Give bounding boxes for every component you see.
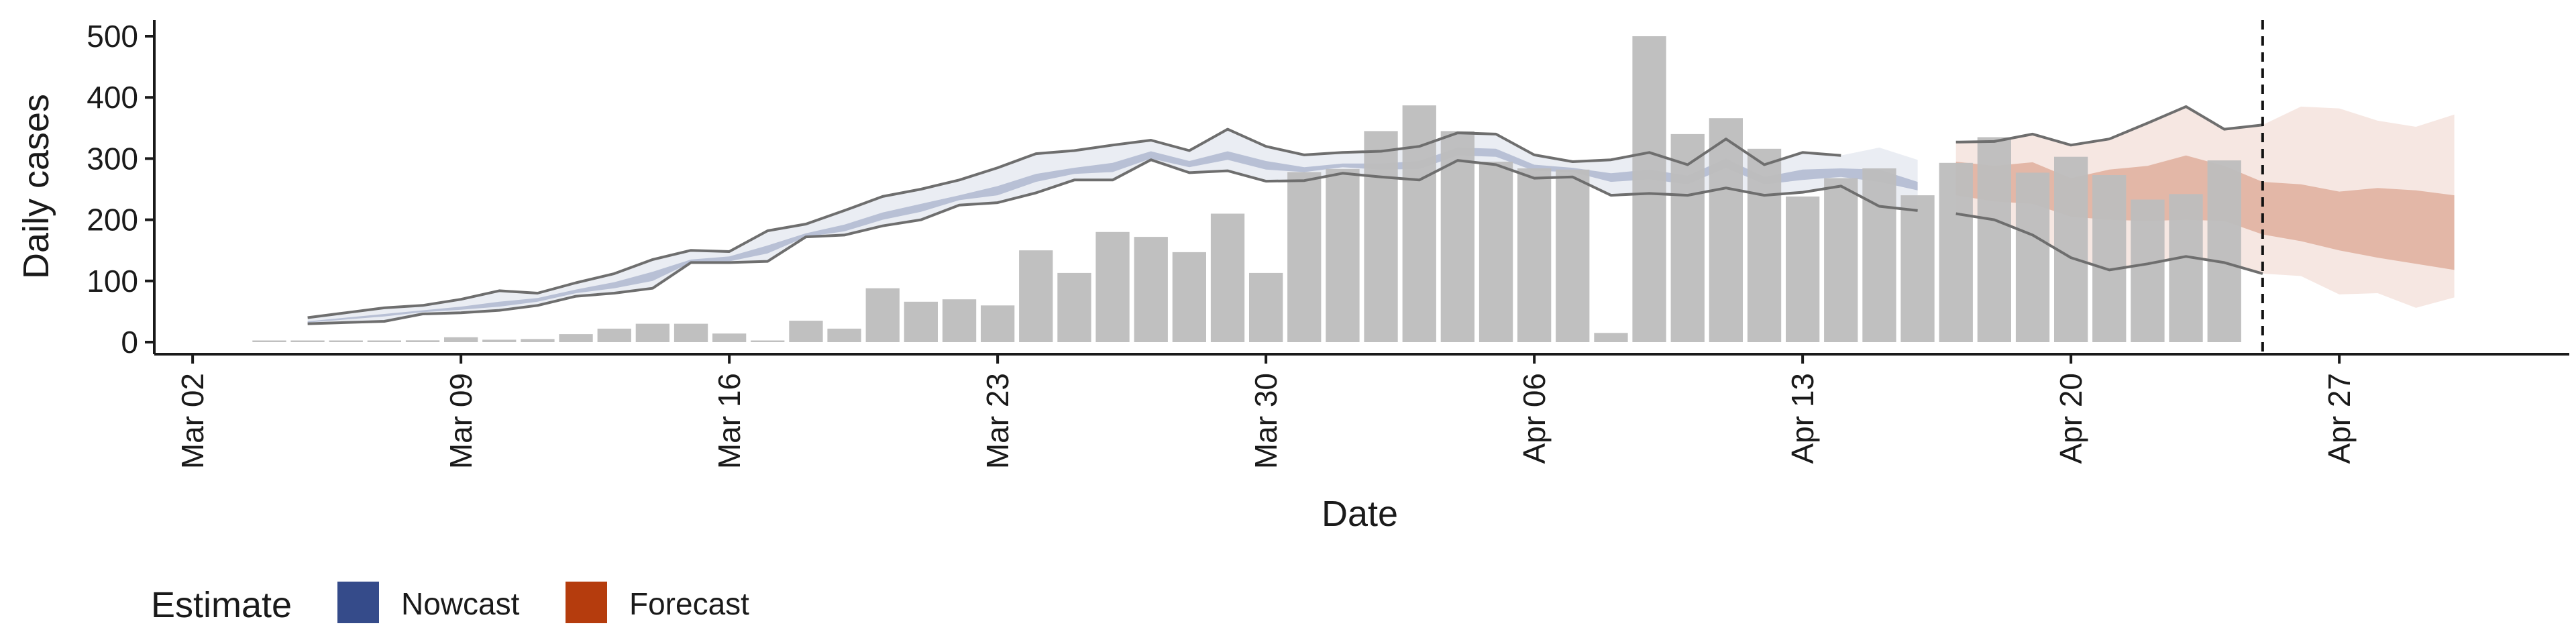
case-bar [865,288,900,342]
case-bar [789,321,823,342]
case-bar [2207,160,2241,342]
x-tick-label: Apr 06 [1517,373,1552,464]
x-tick-label: Apr 27 [2322,373,2357,464]
case-bar [1939,162,1973,343]
y-tick-label: 100 [87,264,138,299]
y-tick-label: 400 [87,80,138,115]
case-bar [1900,195,1935,342]
case-bar [1402,105,1436,342]
case-bar [712,333,747,342]
case-bar [2131,199,2165,342]
y-tick-label: 200 [87,203,138,237]
case-bar [2015,172,2050,342]
x-axis-title: Date [1322,494,1398,534]
case-bar [405,340,440,342]
legend-swatch-forecast [566,582,607,623]
forecast-upper-line [1955,105,2263,147]
case-bar [559,334,593,342]
case-bar [1134,237,1168,342]
axes [153,20,2569,356]
forecast-lower-line [1955,212,2263,275]
case-bar [1517,168,1552,342]
case-bar [1862,168,1896,342]
case-bar [1326,168,1360,342]
case-bar [521,339,555,342]
y-tick-label: 300 [87,141,138,176]
x-ticks: Mar 02 Mar 09 Mar 16 Mar 23 Mar 30 Apr 06 Apr … [175,354,2357,469]
ci-lines [307,105,2263,325]
case-bar [252,340,286,342]
x-tick-label: Mar 23 [980,373,1015,469]
case-bar [1824,178,1858,342]
case-bar [1172,252,1206,342]
case-bar [1287,172,1322,342]
legend-label-forecast: Forecast [629,586,749,621]
case-bar [444,337,478,342]
y-tick-label: 500 [87,19,138,54]
case-bar [1095,231,1130,342]
x-tick-label: Mar 09 [443,373,478,469]
case-bar [290,340,325,342]
case-bar [1249,272,1283,342]
case-bar [1632,36,1666,342]
y-axis-title: Daily cases [16,94,56,279]
case-bar [1210,213,1245,342]
case-bar [827,328,861,342]
case-bar [1977,137,2011,342]
case-bar [367,340,401,342]
x-tick-label: Mar 16 [712,373,747,469]
x-tick-label: Apr 20 [2053,373,2088,464]
y-tick-label: 0 [121,325,138,360]
legend-label-nowcast: Nowcast [401,586,520,621]
nowcast-outer-band [307,129,1918,324]
case-bar [1709,118,1743,342]
legend-title: Estimate [151,585,292,625]
case-bar [1057,272,1091,342]
case-bar [2054,156,2088,342]
case-bar [674,323,708,342]
bars-group [252,36,2241,343]
legend: Estimate Nowcast Forecast [151,582,749,625]
case-bar [981,305,1015,342]
case-bar [597,328,631,342]
case-bar [2092,175,2127,342]
x-tick-label: Apr 13 [1785,373,1820,464]
case-bar [1364,131,1398,342]
case-bar [1670,133,1705,342]
case-bar [635,323,669,342]
case-bar [751,340,785,342]
case-bar [1556,169,1590,343]
case-bar [942,299,977,342]
case-bar [1594,333,1628,342]
case-bar [2169,194,2203,342]
nowcast-upper-line [307,127,1841,319]
case-bar [1747,148,1782,343]
case-bar [1019,250,1053,342]
case-bar [482,339,517,342]
nowcast-lower-line [307,158,1918,325]
x-tick-label: Mar 30 [1248,373,1283,469]
case-bar [329,340,363,342]
case-bar [904,301,938,342]
x-tick-label: Mar 02 [175,373,210,469]
case-bar [1786,196,1820,342]
case-bar [1479,162,1513,342]
legend-swatch-nowcast [337,582,379,623]
y-ticks: 0 100 200 300 400 500 [87,19,154,360]
